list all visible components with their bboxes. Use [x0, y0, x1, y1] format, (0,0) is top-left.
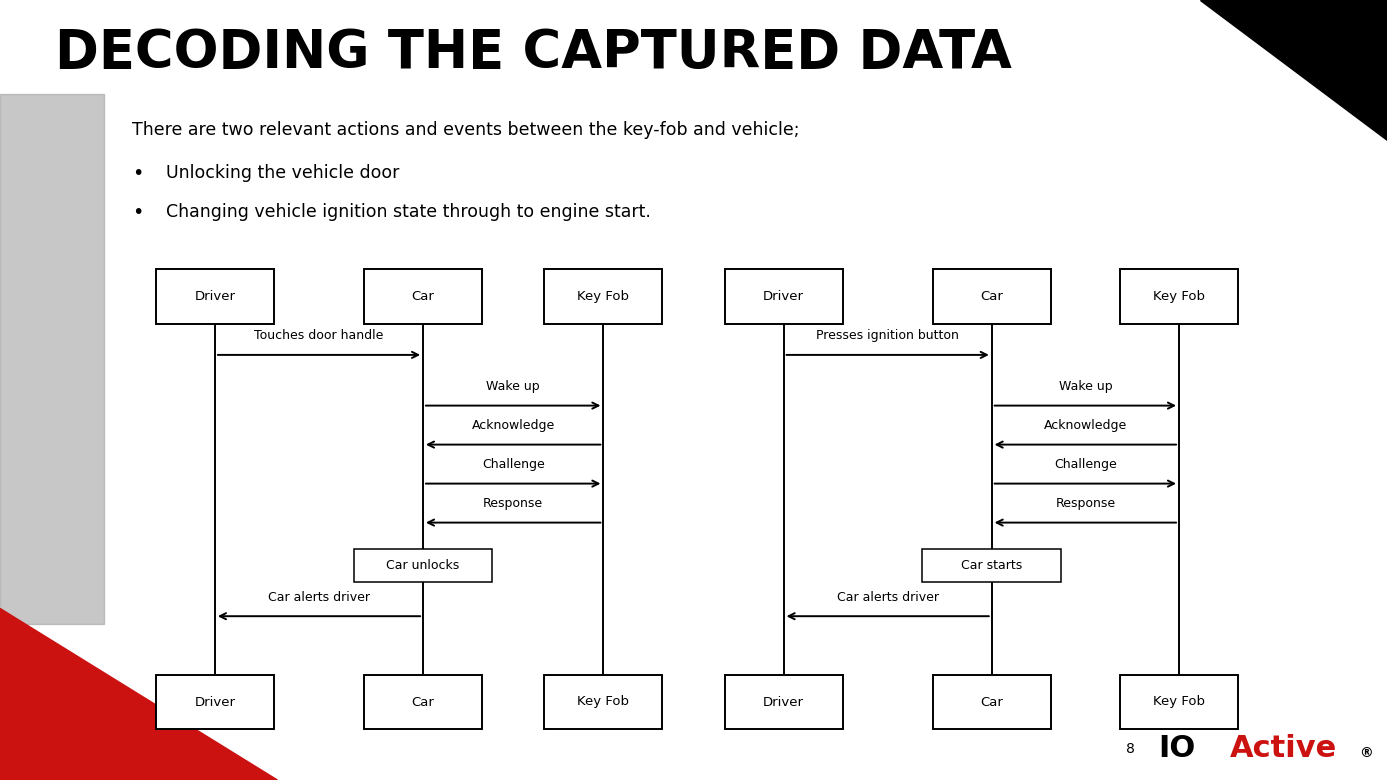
- FancyBboxPatch shape: [155, 675, 273, 729]
- Text: Key Fob: Key Fob: [577, 290, 630, 303]
- FancyBboxPatch shape: [1121, 675, 1237, 729]
- Polygon shape: [1200, 0, 1387, 140]
- FancyBboxPatch shape: [544, 675, 663, 729]
- Text: Driver: Driver: [763, 290, 804, 303]
- Text: Acknowledge: Acknowledge: [1043, 419, 1128, 432]
- Polygon shape: [0, 608, 277, 780]
- Text: Wake up: Wake up: [487, 380, 540, 393]
- Text: •: •: [132, 203, 143, 222]
- Text: 8: 8: [1126, 742, 1135, 756]
- Text: Car: Car: [981, 696, 1003, 708]
- Text: Driver: Driver: [194, 696, 236, 708]
- Text: Car: Car: [412, 290, 434, 303]
- FancyBboxPatch shape: [1121, 269, 1237, 324]
- Text: Challenge: Challenge: [481, 458, 545, 471]
- Text: Response: Response: [1056, 497, 1115, 510]
- Text: Presses ignition button: Presses ignition button: [816, 329, 960, 342]
- FancyBboxPatch shape: [363, 675, 483, 729]
- Text: Active: Active: [1230, 734, 1337, 764]
- Text: Car unlocks: Car unlocks: [387, 559, 459, 572]
- Text: IO: IO: [1158, 734, 1196, 764]
- Text: Challenge: Challenge: [1054, 458, 1117, 471]
- Text: Car alerts driver: Car alerts driver: [268, 590, 370, 604]
- Text: Car: Car: [981, 290, 1003, 303]
- Text: Key Fob: Key Fob: [1153, 290, 1205, 303]
- Text: Driver: Driver: [763, 696, 804, 708]
- Text: There are two relevant actions and events between the key-fob and vehicle;: There are two relevant actions and event…: [132, 121, 799, 139]
- FancyBboxPatch shape: [724, 269, 842, 324]
- FancyBboxPatch shape: [932, 675, 1051, 729]
- Text: Touches door handle: Touches door handle: [254, 329, 384, 342]
- Text: Acknowledge: Acknowledge: [472, 419, 555, 432]
- FancyBboxPatch shape: [932, 269, 1051, 324]
- FancyBboxPatch shape: [155, 269, 273, 324]
- Text: Unlocking the vehicle door: Unlocking the vehicle door: [166, 164, 399, 182]
- FancyBboxPatch shape: [354, 549, 492, 582]
- Text: Driver: Driver: [194, 290, 236, 303]
- Text: Response: Response: [483, 497, 544, 510]
- Text: Car starts: Car starts: [961, 559, 1022, 572]
- FancyBboxPatch shape: [544, 269, 663, 324]
- FancyBboxPatch shape: [724, 675, 842, 729]
- FancyBboxPatch shape: [363, 269, 483, 324]
- Text: Car: Car: [412, 696, 434, 708]
- Text: Car alerts driver: Car alerts driver: [836, 590, 939, 604]
- Text: ®: ®: [1359, 746, 1373, 760]
- FancyBboxPatch shape: [922, 549, 1061, 582]
- Text: Key Fob: Key Fob: [1153, 696, 1205, 708]
- Text: Wake up: Wake up: [1058, 380, 1112, 393]
- Text: Key Fob: Key Fob: [577, 696, 630, 708]
- Text: DECODING THE CAPTURED DATA: DECODING THE CAPTURED DATA: [55, 27, 1013, 80]
- Text: Changing vehicle ignition state through to engine start.: Changing vehicle ignition state through …: [166, 203, 652, 221]
- Polygon shape: [0, 94, 104, 624]
- Text: •: •: [132, 164, 143, 183]
